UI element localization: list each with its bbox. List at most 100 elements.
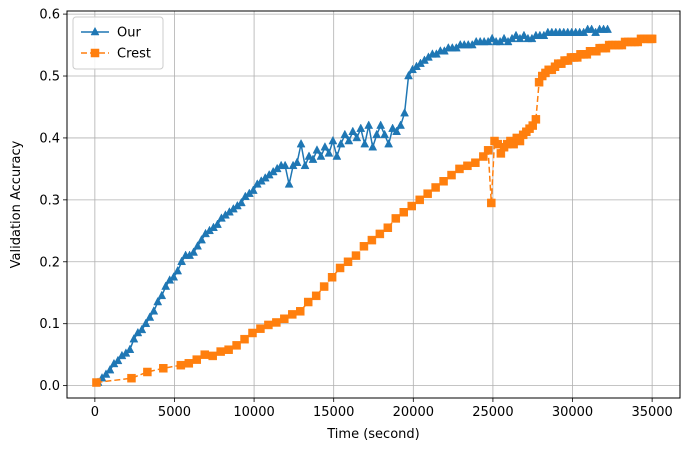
data-point — [328, 135, 338, 145]
data-point — [423, 189, 432, 198]
x-tick-label: 5000 — [158, 405, 191, 420]
data-point — [192, 355, 202, 364]
data-point — [407, 201, 416, 211]
data-point — [487, 198, 496, 208]
data-point — [159, 364, 168, 373]
data-point — [344, 135, 354, 145]
y-tick-label: 0.0 — [39, 379, 60, 394]
data-point — [256, 324, 265, 333]
data-point — [141, 318, 151, 327]
data-point — [213, 219, 222, 228]
x-tick-label: 25000 — [472, 405, 513, 420]
data-point — [439, 177, 448, 186]
data-point — [173, 265, 183, 275]
data-point — [127, 373, 136, 383]
legend-label: Crest — [117, 47, 151, 62]
data-point — [603, 24, 612, 33]
data-point — [356, 123, 366, 132]
data-point — [189, 247, 198, 256]
x-tick-label: 35000 — [631, 405, 672, 420]
legend-entry-our: Our — [81, 26, 141, 41]
data-point — [320, 142, 330, 151]
data-point — [455, 164, 464, 174]
data-point — [372, 129, 382, 139]
data-point — [200, 350, 209, 359]
plot-area — [67, 11, 680, 398]
data-point — [447, 170, 456, 180]
data-point — [137, 324, 147, 334]
data-point — [316, 151, 326, 160]
data-point — [303, 297, 313, 307]
data-point — [216, 347, 225, 356]
data-point — [296, 138, 306, 148]
y-tick-label: 0.2 — [39, 255, 60, 270]
x-tick-label: 10000 — [233, 405, 274, 420]
data-point — [483, 146, 493, 155]
data-point — [399, 207, 409, 217]
x-tick-label: 30000 — [552, 405, 593, 420]
data-point — [511, 30, 521, 40]
data-point — [487, 33, 497, 43]
y-tick-label: 0.1 — [39, 317, 60, 332]
data-point — [113, 355, 123, 365]
x-tick-label: 0 — [91, 405, 99, 420]
legend-marker — [90, 48, 100, 58]
data-point — [404, 70, 413, 80]
data-point — [92, 378, 101, 387]
data-point — [431, 183, 440, 192]
data-point — [240, 334, 249, 344]
data-point — [304, 151, 314, 160]
data-point — [348, 126, 358, 135]
plot-frame — [66, 10, 681, 399]
ticks: 0 5000 10000 15000 20000 25000 30000 35000 0.0 0.… — [39, 8, 673, 420]
data-point — [101, 369, 111, 378]
data-point — [531, 115, 541, 124]
data-point — [384, 138, 394, 148]
data-point — [479, 152, 488, 161]
legend-marker — [90, 26, 100, 36]
x-tick-label: 20000 — [393, 405, 434, 420]
data-point — [587, 24, 597, 33]
legend-label: Our — [117, 26, 141, 41]
data-point — [327, 273, 337, 282]
series-crest — [92, 34, 657, 387]
y-tick-label: 0.5 — [39, 70, 60, 85]
y-axis-label: Validation Accuracy — [9, 140, 24, 268]
data-point — [177, 256, 187, 266]
data-point — [300, 160, 310, 170]
data-point — [340, 129, 350, 139]
data-point — [367, 235, 377, 245]
series-layer — [92, 24, 657, 387]
data-point — [284, 179, 294, 188]
data-point — [396, 120, 405, 129]
data-point — [125, 344, 135, 353]
legend-entry-crest: Crest — [81, 47, 151, 62]
data-point — [161, 281, 171, 290]
data-point — [184, 359, 194, 368]
data-point — [364, 120, 374, 129]
data-point — [343, 257, 353, 267]
y-tick-label: 0.6 — [39, 8, 60, 23]
data-point — [380, 129, 390, 139]
data-point — [471, 158, 480, 167]
y-tick-label: 0.3 — [39, 193, 60, 208]
x-tick-label: 15000 — [313, 405, 354, 420]
data-point — [288, 310, 297, 319]
grid — [67, 11, 680, 398]
data-point — [232, 341, 241, 350]
legend: Our Crest — [72, 16, 164, 70]
data-point — [169, 272, 179, 281]
data-point — [499, 33, 509, 43]
data-point — [368, 142, 378, 151]
data-point — [264, 320, 273, 330]
data-point — [311, 291, 321, 301]
data-point — [376, 120, 386, 129]
data-point — [143, 367, 152, 377]
data-point — [193, 241, 202, 250]
data-point — [272, 318, 281, 327]
data-point — [224, 345, 233, 354]
data-point — [280, 314, 289, 323]
data-point — [332, 151, 342, 160]
y-tick-label: 0.4 — [39, 131, 60, 146]
data-point — [415, 195, 424, 205]
